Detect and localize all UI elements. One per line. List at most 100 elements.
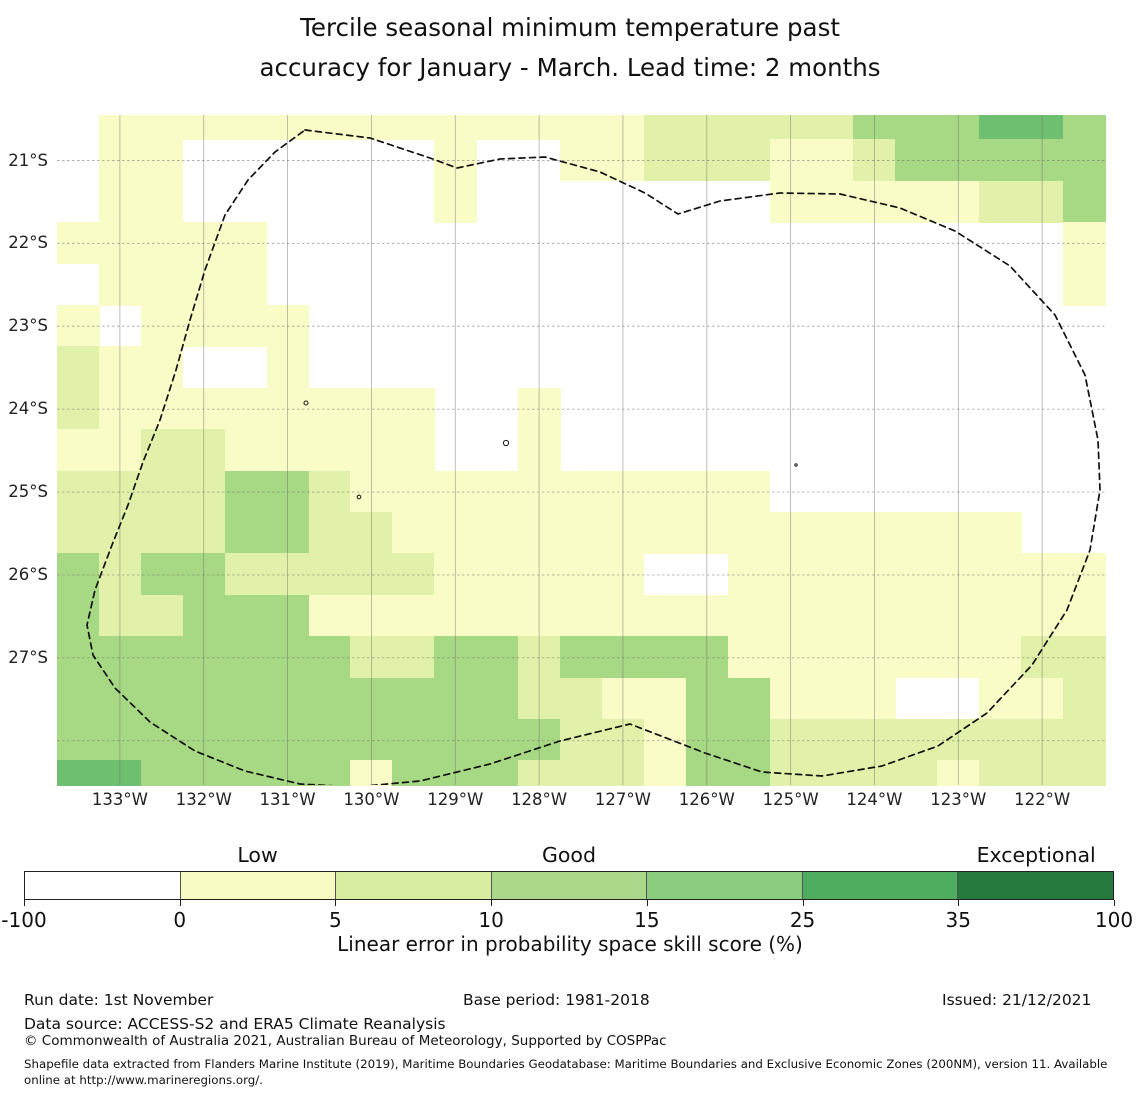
y-tick-label: 27°S: [8, 647, 48, 667]
heatmap-cell: [308, 115, 352, 140]
heatmap-cell: [57, 553, 100, 596]
colorbar-tick: [179, 900, 181, 906]
heatmap-cell: [643, 760, 687, 786]
colorbar-segment: [802, 872, 959, 899]
heatmap-plot-area: [57, 115, 1106, 786]
chart-title-line2: accuracy for January - March. Lead time:…: [259, 53, 881, 82]
heatmap-cell: [392, 718, 435, 761]
heatmap-cell: [224, 429, 268, 472]
heatmap-cell: [979, 760, 1022, 786]
copyright-text: © Commonwealth of Australia 2021, Austra…: [24, 1033, 667, 1049]
heatmap-cell: [979, 180, 1022, 223]
heatmap-cell: [895, 180, 938, 223]
heatmap-cell: [392, 677, 435, 720]
heatmap-cell: [308, 636, 352, 679]
issued-date-text: Issued: 21/12/2021: [942, 991, 1092, 1009]
heatmap-cell: [224, 594, 268, 637]
heatmap-cell: [140, 263, 184, 306]
heatmap-cell: [224, 387, 268, 430]
heatmap-cell: [560, 760, 603, 786]
heatmap-cell: [643, 718, 687, 761]
heatmap-cell: [308, 429, 352, 472]
shapefile-attribution-text: Shapefile data extracted from Flanders M…: [24, 1057, 1108, 1087]
heatmap-cell: [727, 636, 771, 679]
heatmap-cell: [476, 115, 519, 140]
map-overlay: [57, 115, 1105, 785]
colorbar-tick: [24, 900, 25, 906]
heatmap-cell: [224, 222, 268, 265]
heatmap-cell: [140, 677, 184, 720]
heatmap-cell: [979, 115, 1022, 140]
y-tick-label: 24°S: [8, 399, 48, 419]
heatmap-cell: [560, 677, 603, 720]
heatmap-cell: [140, 553, 184, 596]
x-tick-label: 129°W: [427, 790, 484, 809]
colorbar-segment: [647, 872, 803, 899]
heatmap-cell: [392, 553, 435, 596]
heatmap-cell: [1063, 180, 1106, 223]
heatmap-cell: [308, 760, 352, 786]
heatmap-cell: [811, 718, 855, 761]
chart-title-line1: Tercile seasonal minimum temperature pas…: [300, 13, 840, 42]
colorbar-tick: [646, 900, 648, 906]
heatmap-cell: [727, 115, 771, 140]
colorbar-range-label: Exceptional: [976, 843, 1096, 867]
heatmap-cell: [727, 470, 771, 513]
island-outline: [794, 463, 798, 467]
heatmap-cell: [895, 594, 938, 637]
heatmap-cell: [643, 594, 687, 637]
y-tick-label: 21°S: [8, 150, 48, 170]
y-tick-label: 25°S: [8, 482, 48, 502]
heatmap-cell: [308, 511, 352, 554]
heatmap-cell: [811, 677, 855, 720]
heatmap-cell: [560, 115, 603, 140]
heatmap-cell: [560, 636, 603, 679]
heatmap-cell: [57, 470, 100, 513]
heatmap-cell: [224, 553, 268, 596]
heatmap-cell: [140, 718, 184, 761]
heatmap-cell: [560, 470, 603, 513]
colorbar: [24, 871, 1114, 900]
y-tick-label: 26°S: [8, 564, 48, 584]
heatmap-cell: [895, 760, 938, 786]
heatmap-cell: [979, 139, 1022, 182]
heatmap-cell: [140, 760, 184, 786]
colorbar-axis-label: Linear error in probability space skill …: [337, 932, 803, 956]
x-tick-label: 128°W: [511, 790, 568, 809]
heatmap-cell: [224, 470, 268, 513]
colorbar-segment: [491, 872, 648, 899]
colorbar-segment: [25, 872, 181, 899]
heatmap-cell: [57, 387, 100, 430]
island-outline: [502, 439, 510, 447]
x-tick-label: 127°W: [594, 790, 651, 809]
heatmap-cell: [140, 115, 184, 140]
heatmap-cell: [392, 429, 435, 472]
heatmap-cell: [392, 636, 435, 679]
heatmap-cell: [727, 594, 771, 637]
colorbar-tick: [802, 900, 804, 906]
colorbar-tick: [1114, 900, 1115, 906]
heatmap-cell: [308, 718, 352, 761]
heatmap-cell: [643, 677, 687, 720]
heatmap-cell: [476, 636, 519, 679]
heatmap-cell: [727, 553, 771, 596]
heatmap-cell: [895, 636, 938, 679]
x-tick-label: 124°W: [846, 790, 903, 809]
run-date-text: Run date: 1st November: [24, 991, 214, 1009]
heatmap-cell: [392, 115, 435, 140]
heatmap-cell: [476, 677, 519, 720]
heatmap-cell: [895, 553, 938, 596]
heatmap-cell: [224, 760, 268, 786]
heatmap-cell: [140, 594, 184, 637]
heatmap-cell: [811, 180, 855, 223]
heatmap-cell: [308, 677, 352, 720]
heatmap-cell: [140, 511, 184, 554]
heatmap-cell: [643, 636, 687, 679]
heatmap-cell: [57, 760, 100, 786]
heatmap-cell: [979, 636, 1022, 679]
heatmap-cell: [57, 718, 100, 761]
colorbar-segment: [180, 872, 337, 899]
x-tick-label: 133°W: [91, 790, 148, 809]
heatmap-cell: [392, 594, 435, 637]
